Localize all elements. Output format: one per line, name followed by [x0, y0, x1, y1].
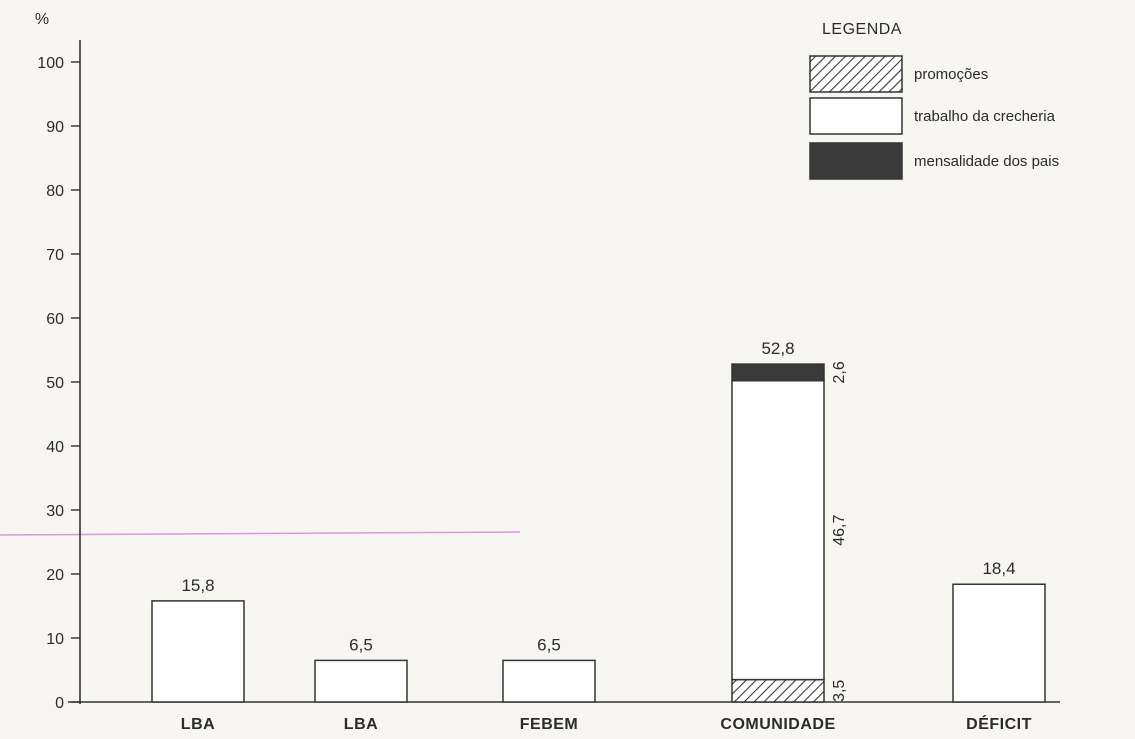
- bar-segment-trabalho: [731, 379, 825, 681]
- bar-segment-mensalidade: [731, 363, 825, 382]
- bar-total-label: 52,8: [761, 339, 794, 358]
- bar-segment-trabalho: [502, 659, 596, 703]
- x-axis: LBA LBA FEBEM COMUNIDADE DÉFICIT: [68, 701, 1060, 733]
- y-tick-label: 60: [46, 311, 64, 328]
- y-tick-label: 40: [46, 439, 64, 456]
- segment-value-label: 3,5: [831, 680, 848, 702]
- scan-artifact-line: [0, 531, 521, 536]
- bar-segment-trabalho: [952, 583, 1046, 703]
- bar-total-label: 6,5: [349, 635, 373, 654]
- y-tick-label: 100: [37, 55, 64, 72]
- legend-label-trabalho: trabalho da crecheria: [914, 108, 1056, 125]
- x-category-label: LBA: [344, 716, 378, 733]
- y-tick-label: 50: [46, 375, 64, 392]
- y-tick-label: 30: [46, 503, 64, 520]
- legend: LEGENDA promoções trabalho da crecheria me…: [809, 21, 1059, 180]
- labels-group: 15,8 6,5 6,5 3,5 46,7 2,6 52,8 18,4: [181, 339, 1015, 702]
- y-axis: 0 10 20 30 40 50 60 70 80 90 100: [37, 40, 81, 712]
- segment-value-label: 46,7: [831, 514, 848, 545]
- segment-value-label: 2,6: [831, 361, 848, 383]
- bar-segment-trabalho: [314, 659, 408, 703]
- y-tick-label: 20: [46, 567, 64, 584]
- bar-segment-promocoes: [731, 678, 825, 703]
- y-tick-label: 0: [55, 695, 64, 712]
- legend-label-mensalidade: mensalidade dos pais: [914, 153, 1059, 170]
- legend-label-promocoes: promoções: [914, 66, 988, 83]
- y-tick-label: 70: [46, 247, 64, 264]
- x-category-label: LBA: [181, 716, 215, 733]
- bar-total-label: 15,8: [181, 576, 214, 595]
- y-axis-unit-label: %: [35, 11, 49, 28]
- bar-total-label: 18,4: [982, 559, 1015, 578]
- legend-title: LEGENDA: [822, 21, 902, 38]
- legend-items: promoções trabalho da crecheria mensalidad…: [809, 55, 1059, 180]
- x-category-label: DÉFICIT: [966, 714, 1032, 733]
- x-category-label: FEBEM: [520, 716, 579, 733]
- bar-total-label: 6,5: [537, 635, 561, 654]
- legend-swatch-mensalidade: [809, 142, 903, 180]
- x-category-label: COMUNIDADE: [720, 716, 835, 733]
- bars-group: [151, 363, 1046, 703]
- legend-swatch-promocoes: [809, 55, 903, 93]
- y-tick-label: 90: [46, 119, 64, 136]
- bar-segment-trabalho: [151, 600, 245, 703]
- y-tick-label: 80: [46, 183, 64, 200]
- legend-swatch-trabalho: [809, 97, 903, 135]
- y-tick-label: 10: [46, 631, 64, 648]
